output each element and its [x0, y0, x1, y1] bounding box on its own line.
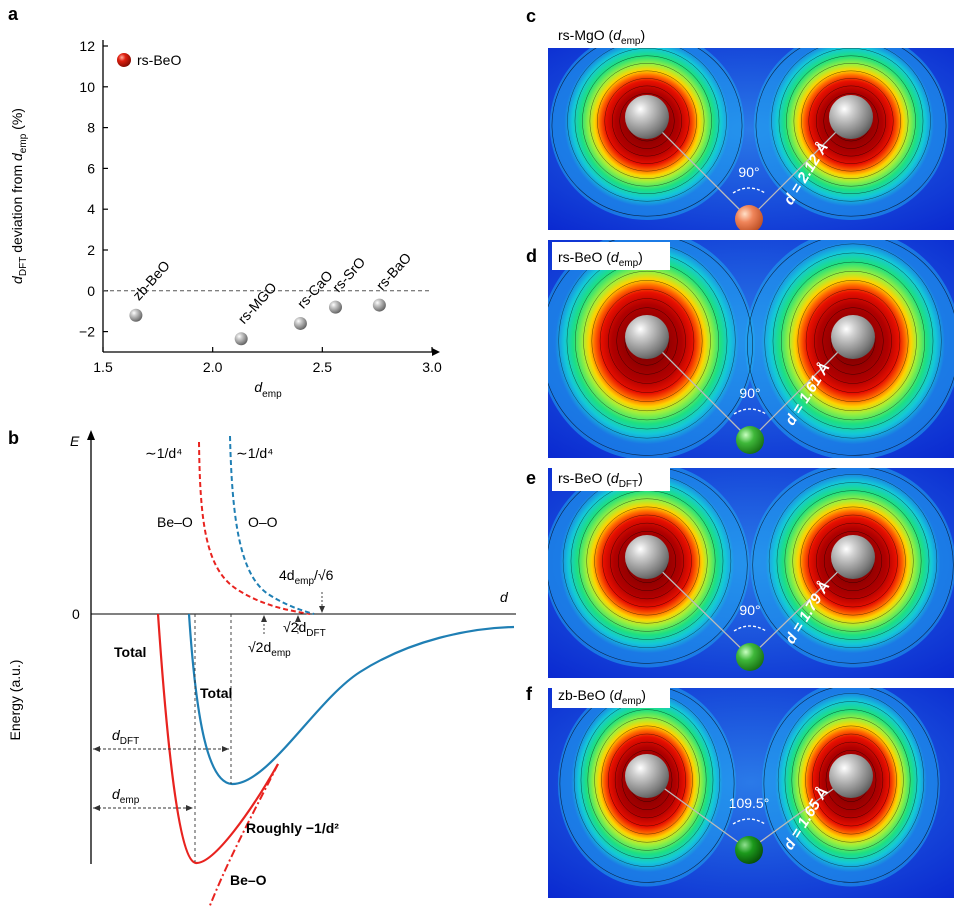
y-axis-label-b: Energy (a.u.)	[7, 660, 23, 741]
bond-line	[749, 336, 854, 441]
panel-letter-c: c	[526, 6, 536, 26]
panel-letter-d: d	[526, 246, 537, 266]
y-tick-label: −2	[79, 324, 95, 340]
bond-angle-label: 90°	[739, 385, 760, 401]
curve-o-o-repulsion	[229, 435, 315, 615]
label-be-o-rep: ∼1/d⁴	[145, 445, 182, 461]
elf-map-f: 109.5° d = 1.65 Åzb-BeO (demp)	[548, 680, 954, 898]
panel-letter-f: f	[526, 684, 533, 704]
legend-a: rs-BeO	[117, 52, 181, 68]
y-tick-label: 8	[87, 120, 95, 136]
y-tick-label: 6	[87, 160, 95, 176]
y-tick-label: 2	[87, 242, 95, 258]
label-total-left: Total	[114, 644, 146, 660]
center-atom	[735, 836, 763, 864]
x-axis-arrow-a	[432, 348, 440, 356]
map-title-c: rs-MgO (demp)	[552, 20, 670, 48]
label-be-o-bottom: Be–O	[230, 872, 267, 888]
o-atom	[625, 95, 669, 139]
y-tick-label: 0	[87, 283, 95, 299]
label-o-o-rep: ∼1/d⁴	[236, 445, 273, 461]
label-sqrt2-demp: √2demp	[248, 639, 291, 659]
y-tick-label: 12	[79, 38, 95, 54]
y-tick-label: 10	[79, 79, 95, 95]
bond-angle-label: 90°	[739, 602, 760, 618]
point-label-rs-sro: rs-SrO	[329, 254, 369, 295]
svg-text:zb-BeO (demp): zb-BeO (demp)	[558, 687, 646, 707]
bond-line	[646, 556, 751, 658]
x-tick-label: 2.5	[313, 359, 333, 375]
center-atom	[736, 643, 764, 671]
o-atom	[625, 315, 669, 359]
angle-arc	[733, 625, 767, 632]
elf-map-c: 90° d = 2.12 Års-MgO (demp)	[548, 20, 954, 230]
angle-arc	[733, 408, 767, 415]
label-be-o: Be–O	[157, 514, 193, 530]
curve-total-blue	[187, 613, 515, 786]
point-label-rs-bao: rs-BaO	[373, 249, 415, 293]
y-axis-label-a: dDFT deviation from demp (%)	[9, 108, 29, 284]
label-sqrt2-ddft: √2dDFT	[283, 619, 326, 639]
distance-axis-symbol: d	[500, 589, 509, 605]
scatter-chart-a: −2 0 2 4 6 8 10 12 1.5 2.0 2.5 3.0 zb-BeO rs-MGO rs-…	[9, 38, 442, 400]
label-o-o: O–O	[248, 514, 278, 530]
svg-text:rs-BeO (demp): rs-BeO (demp)	[558, 249, 643, 269]
bond-line	[646, 116, 750, 220]
label-total-mid: Total	[200, 685, 232, 701]
o-atom	[625, 535, 669, 579]
data-point-rs-bao	[372, 298, 386, 312]
label-roughly: Roughly −1/d²	[246, 820, 339, 836]
point-label-rs-mgo: rs-MGO	[235, 279, 280, 327]
panel-letter-a: a	[8, 4, 19, 24]
zero-label: 0	[72, 606, 80, 622]
svg-text:rs-MgO (demp): rs-MgO (demp)	[558, 27, 645, 47]
o-atom	[625, 754, 669, 798]
bond-line	[748, 116, 852, 220]
panel-letter-e: e	[526, 468, 536, 488]
bond-angle-label: 90°	[738, 164, 759, 180]
label-4demp-sqrt6: 4demp/√6	[279, 567, 334, 587]
energy-axis-symbol: E	[70, 433, 80, 449]
energy-axis-arrow	[87, 430, 95, 440]
svg-text:rs-BeO (dDFT): rs-BeO (dDFT)	[558, 470, 643, 490]
o-atom	[831, 315, 875, 359]
map-title-f: zb-BeO (demp)	[552, 680, 670, 708]
label-d-dft: dDFT	[112, 727, 139, 747]
center-atom	[736, 426, 764, 454]
angle-arc	[732, 187, 766, 194]
panel-letter-b: b	[8, 428, 19, 448]
bond-angle-label: 109.5°	[729, 795, 770, 811]
data-point-rs-sro	[328, 300, 342, 314]
data-point-zb-beo	[129, 308, 143, 322]
bond-line	[646, 336, 751, 441]
data-point-rs-mgo	[234, 332, 248, 346]
data-point-rs-cao	[293, 316, 307, 330]
energy-diagram-b: Energy (a.u.) E d 0 ∼1/d⁴ ∼1/d⁴ Be–O	[7, 430, 516, 909]
point-label-zb-beo: zb-BeO	[129, 257, 173, 303]
x-tick-label: 2.0	[203, 359, 223, 375]
elf-map-d: 90° d = 1.61 Års-BeO (demp)	[548, 240, 954, 458]
center-atom	[735, 205, 763, 230]
legend-marker-rs-beo	[117, 53, 131, 67]
curve-total-red	[156, 613, 279, 865]
o-atom	[829, 754, 873, 798]
curve-be-o-attraction	[208, 763, 279, 909]
map-title-e: rs-BeO (dDFT)	[552, 463, 670, 491]
map-title-d: rs-BeO (demp)	[552, 242, 670, 270]
x-axis-label-a: demp	[254, 379, 282, 400]
bond-line	[749, 556, 854, 658]
x-tick-label: 1.5	[93, 359, 113, 375]
y-tick-label: 4	[87, 201, 95, 217]
legend-label-rs-beo: rs-BeO	[137, 52, 181, 68]
elf-map-e: 90° d = 1.79 Års-BeO (dDFT)	[548, 463, 954, 678]
x-tick-label: 3.0	[422, 359, 442, 375]
label-d-emp: demp	[112, 786, 140, 806]
angle-arc	[732, 818, 766, 825]
o-atom	[831, 535, 875, 579]
o-atom	[829, 95, 873, 139]
